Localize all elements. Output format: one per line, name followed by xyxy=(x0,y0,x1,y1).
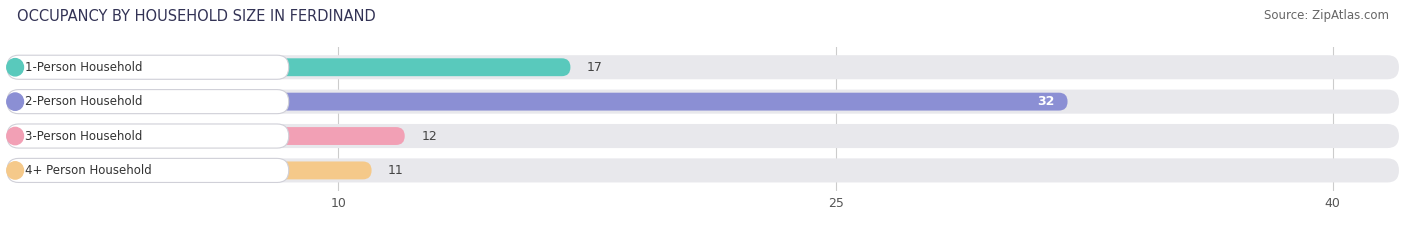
Text: 3-Person Household: 3-Person Household xyxy=(25,130,142,143)
Text: 17: 17 xyxy=(588,61,603,74)
Text: 4+ Person Household: 4+ Person Household xyxy=(25,164,152,177)
FancyBboxPatch shape xyxy=(7,161,371,179)
FancyBboxPatch shape xyxy=(7,55,288,79)
FancyBboxPatch shape xyxy=(7,58,571,76)
FancyBboxPatch shape xyxy=(7,124,288,148)
FancyBboxPatch shape xyxy=(7,158,1399,182)
Text: 2-Person Household: 2-Person Household xyxy=(25,95,142,108)
Text: 32: 32 xyxy=(1036,95,1054,108)
FancyBboxPatch shape xyxy=(7,124,1399,148)
FancyBboxPatch shape xyxy=(7,158,288,182)
Text: 11: 11 xyxy=(388,164,404,177)
Text: 12: 12 xyxy=(422,130,437,143)
FancyBboxPatch shape xyxy=(7,90,288,114)
Circle shape xyxy=(7,127,24,145)
FancyBboxPatch shape xyxy=(7,55,1399,79)
Text: Source: ZipAtlas.com: Source: ZipAtlas.com xyxy=(1264,9,1389,22)
FancyBboxPatch shape xyxy=(7,90,1399,114)
Text: 1-Person Household: 1-Person Household xyxy=(25,61,142,74)
FancyBboxPatch shape xyxy=(7,127,405,145)
Circle shape xyxy=(7,162,24,179)
Circle shape xyxy=(7,93,24,110)
FancyBboxPatch shape xyxy=(7,93,1067,111)
Text: OCCUPANCY BY HOUSEHOLD SIZE IN FERDINAND: OCCUPANCY BY HOUSEHOLD SIZE IN FERDINAND xyxy=(17,9,375,24)
Circle shape xyxy=(7,58,24,76)
